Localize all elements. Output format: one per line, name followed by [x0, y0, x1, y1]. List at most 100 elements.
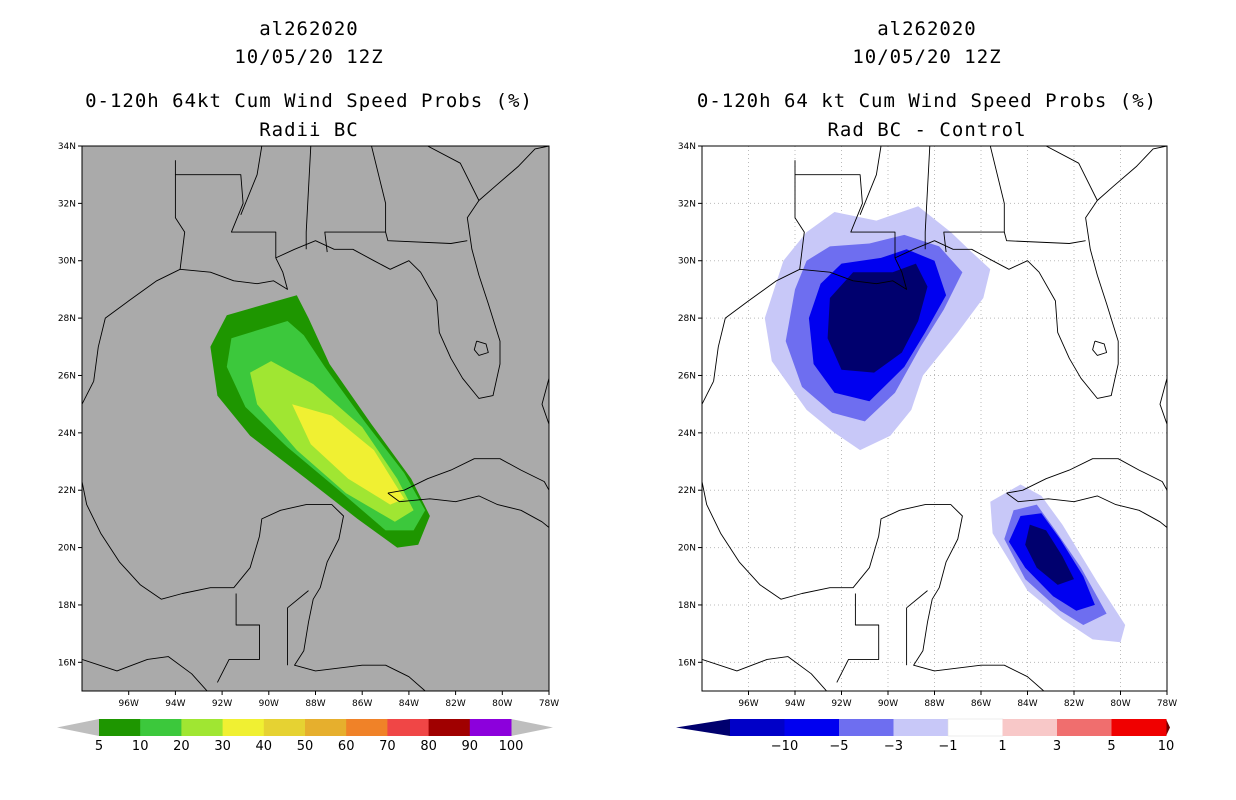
lat-tick-label: 34N — [678, 142, 696, 152]
basemap — [82, 146, 549, 691]
colorbar-label: 40 — [256, 739, 273, 754]
lake-outline — [473, 340, 489, 356]
border-line — [1003, 231, 1086, 244]
lon-tick-label: 94W — [785, 699, 805, 709]
lon-tick-label: 94W — [165, 699, 185, 709]
lat-tick-label: 32N — [678, 199, 696, 209]
datetime-title: 10/05/20 12Z — [234, 46, 384, 68]
coastline — [82, 656, 208, 691]
coastline — [82, 380, 95, 405]
border-line — [794, 160, 805, 270]
lat-tick-label: 28N — [678, 314, 696, 324]
lat-tick-label: 16N — [678, 658, 696, 668]
border-line — [174, 160, 186, 270]
lon-tick-label: 88W — [305, 699, 325, 709]
lat-tick-label: 32N — [58, 199, 76, 209]
colorbar-label: 5 — [95, 739, 103, 754]
lat-tick-label: 30N — [678, 257, 696, 267]
chart-title: 0-120h 64 kt Cum Wind Speed Probs (%) — [696, 90, 1158, 112]
colorbar-label: 3 — [1053, 739, 1061, 754]
lon-tick-label: 90W — [878, 699, 898, 709]
coastline — [702, 481, 1045, 691]
colorbar-box — [1057, 719, 1112, 736]
lat-tick-label: 28N — [58, 314, 76, 324]
panel-rad-bc-control: al262020 10/05/20 12Z 0-120h 64 kt Cum W… — [618, 0, 1236, 800]
coastline — [713, 146, 1167, 399]
coastline — [82, 481, 426, 691]
border-line — [1045, 146, 1098, 201]
plot-area — [82, 146, 549, 691]
lat-tick-label: 26N — [58, 371, 76, 381]
colorbar-box — [469, 719, 512, 736]
chart-title: 0-120h 64kt Cum Wind Speed Probs (%) — [85, 90, 533, 112]
storm-id-title: al262020 — [259, 18, 359, 40]
border-line — [175, 174, 277, 258]
lat-tick-label: 22N — [678, 486, 696, 496]
lon-tick-label: 86W — [971, 699, 991, 709]
lon-tick-label: 80W — [1110, 699, 1130, 709]
plot-area — [702, 146, 1167, 691]
coastline — [1006, 458, 1167, 494]
colorbar-box — [263, 719, 306, 736]
colorbar-box — [784, 719, 840, 736]
colorbar-label: 50 — [297, 739, 314, 754]
datetime-title: 10/05/20 12Z — [852, 46, 1002, 68]
chart-subtitle: Radii BC — [259, 119, 359, 141]
border-line — [240, 146, 263, 215]
lat-tick-label: 26N — [678, 371, 696, 381]
colorbar-box — [99, 719, 141, 736]
lon-tick-label: 92W — [212, 699, 232, 709]
chart-subtitle: Rad BC - Control — [827, 119, 1027, 141]
coastline — [702, 380, 715, 405]
colorbar-box — [730, 719, 785, 736]
map-chart-right: 34N 32N 30N 28N 26N 24N 22N 20N 18N 16N 96W 94W 92W 9… — [676, 142, 1177, 754]
colorbar-label: 60 — [338, 739, 355, 754]
lat-tick-label: 34N — [58, 142, 76, 152]
colorbar-box — [893, 719, 949, 736]
coastline — [1159, 378, 1167, 425]
lat-tick-label: 20N — [678, 544, 696, 554]
lon-tick-label: 80W — [492, 699, 512, 709]
contour-level-neg10 — [827, 263, 928, 373]
border-line — [427, 146, 480, 201]
lon-tick-label: 90W — [259, 699, 279, 709]
colorbar-box — [181, 719, 224, 736]
colorbar-label: 10 — [1158, 739, 1175, 754]
panel-radii-bc: al262020 10/05/20 12Z 0-120h 64kt Cum Wi… — [57, 18, 559, 754]
border-line — [836, 593, 880, 683]
colorbar-box — [305, 719, 347, 736]
colorbar-box — [140, 719, 182, 736]
colorbar-label: −10 — [771, 739, 798, 754]
colorbar-end-right — [511, 719, 553, 736]
lon-tick-label: 78W — [539, 699, 559, 709]
colorbar-box — [346, 719, 388, 736]
colorbar-label: 80 — [420, 739, 437, 754]
border-line — [795, 174, 896, 258]
lon-tick-label: 82W — [1064, 699, 1084, 709]
lon-tick-label: 96W — [738, 699, 758, 709]
colorbar-end-left — [676, 719, 730, 736]
lat-tick-label: 24N — [58, 429, 76, 439]
colorbar-end-right — [1166, 719, 1170, 736]
lon-tick-label: 78W — [1157, 699, 1177, 709]
lake-outline — [1092, 340, 1108, 356]
basemap — [702, 146, 1167, 691]
colorbar-end-left — [57, 719, 99, 736]
colorbar-label: −5 — [829, 739, 848, 754]
colorbar-label: 30 — [214, 739, 231, 754]
border-line — [859, 146, 882, 215]
lon-tick-label: 82W — [445, 699, 465, 709]
coastline — [93, 146, 549, 399]
contour-level-neg10 — [1025, 524, 1074, 585]
colorbar-box — [428, 719, 471, 736]
colorbar-box — [387, 719, 430, 736]
coastline — [541, 378, 549, 425]
border-line — [385, 231, 468, 244]
lat-tick-label: 24N — [678, 429, 696, 439]
border-line — [906, 590, 928, 609]
border-line — [287, 590, 309, 609]
lat-tick-label: 30N — [58, 257, 76, 267]
colorbar-label: 70 — [379, 739, 396, 754]
border-line — [924, 146, 931, 250]
colorbar-label: 100 — [499, 739, 524, 754]
